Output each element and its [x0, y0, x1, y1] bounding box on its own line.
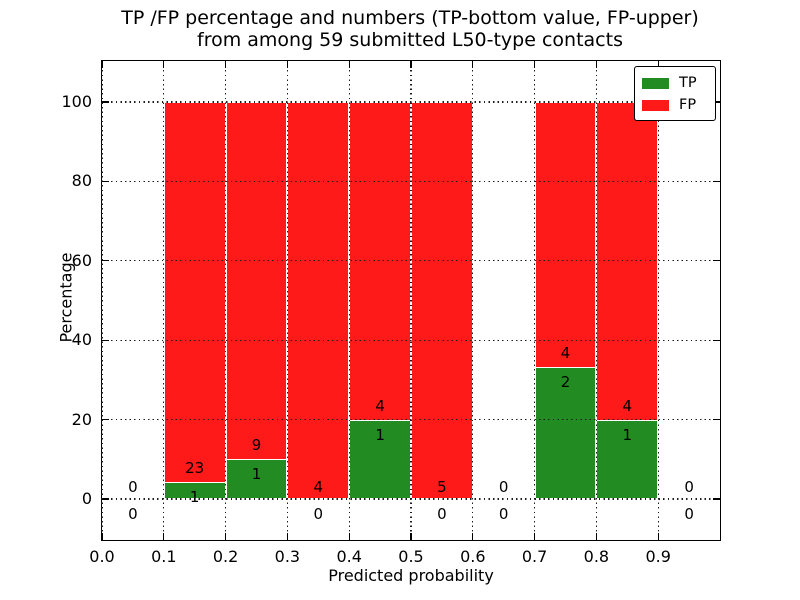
v-gridline-0.6: [472, 61, 474, 540]
tp-legend-swatch: [642, 77, 669, 89]
fp-bar-3: [287, 102, 350, 499]
tp-count-label-2: 1: [251, 465, 262, 484]
x-tick-top: [410, 61, 412, 68]
x-tick-label-0.9: 0.9: [645, 547, 671, 566]
x-tick-label-0.3: 0.3: [274, 547, 301, 566]
fp-count-label-1: 23: [185, 459, 205, 478]
y-tick-left: [102, 498, 109, 500]
fp-count-label-6: 0: [498, 478, 509, 496]
tp-count-label-6: 0: [498, 505, 509, 523]
fp-count-label-0: 0: [128, 478, 138, 496]
x-tick-label-0.4: 0.4: [336, 547, 362, 566]
fp-count-label-5: 5: [437, 478, 447, 496]
fp-bar-5: [411, 102, 473, 499]
x-tick-top: [657, 61, 659, 68]
fp-count-label-2: 9: [251, 436, 262, 455]
y-tick-right: [713, 180, 720, 182]
y-tick-right: [713, 339, 720, 341]
x-tick-bottom: [225, 533, 227, 540]
y-tick-right: [713, 419, 720, 421]
x-tick-top: [534, 61, 536, 68]
x-tick-label-0.5: 0.5: [398, 547, 424, 566]
plot-area: Percentage Predicted probability 0.0 0.1 0…: [57, 60, 721, 585]
x-tick-bottom: [410, 533, 412, 540]
x-tick-top: [225, 61, 227, 68]
x-tick-label-0.8: 0.8: [583, 547, 610, 566]
y-tick-label-60: 60: [71, 250, 92, 270]
x-tick-bottom: [534, 533, 536, 540]
x-tick-top: [595, 61, 597, 68]
v-gridline-0: [101, 61, 103, 540]
fp-count-label-3: 4: [313, 478, 324, 496]
fp-count-label-7: 4: [560, 343, 571, 362]
tp-count-label-9: 0: [684, 505, 694, 523]
v-gridline-0.4: [348, 61, 350, 540]
x-tick-bottom: [348, 533, 350, 540]
x-tick-top: [101, 61, 103, 68]
x-tick-top: [286, 61, 288, 68]
x-axis-label: Predicted probability: [328, 566, 494, 585]
y-tick-label-40: 40: [71, 330, 92, 350]
y-tick-right: [713, 101, 720, 103]
chart-title-line1: TP /FP percentage and numbers (TP-bottom…: [121, 7, 699, 29]
legend-item-tp: TP: [642, 72, 708, 94]
v-gridline-0.2: [224, 61, 227, 540]
fp-count-label-8: 4: [622, 396, 633, 415]
fp-count-label-9: 0: [684, 478, 694, 496]
tp-bar-2: [225, 459, 288, 499]
x-tick-label-0.7: 0.7: [521, 547, 548, 566]
y-tick-left: [102, 101, 109, 103]
y-tick-left: [102, 260, 109, 262]
chart-title: TP /FP percentage and numbers (TP-bottom…: [10, 7, 800, 51]
x-tick-top: [472, 61, 474, 68]
tp-count-label-7: 2: [560, 372, 571, 391]
legend-label-fp: FP: [679, 97, 697, 113]
v-gridline-0.8: [595, 61, 598, 540]
v-gridline-0.5: [410, 61, 412, 540]
x-tick-bottom: [657, 533, 659, 540]
tp-count-label-3: 0: [313, 505, 324, 523]
y-tick-label-100: 100: [61, 92, 92, 111]
x-tick-label-0.1: 0.1: [151, 547, 177, 566]
v-gridline-0.3: [286, 61, 289, 540]
y-tick-right: [713, 498, 720, 500]
y-tick-label-0: 0: [81, 489, 92, 508]
x-tick-label-0.0: 0.0: [89, 547, 115, 566]
fp-count-label-4: 4: [375, 396, 385, 415]
x-tick-label-0.6: 0.6: [460, 547, 486, 566]
v-gridline-0.7: [533, 61, 536, 540]
fp-bar-1: [163, 102, 226, 499]
x-tick-label-0.2: 0.2: [212, 547, 239, 566]
x-tick-bottom: [101, 533, 103, 540]
tp-count-label-1: 1: [189, 488, 200, 507]
tp-count-label-8: 1: [622, 425, 633, 444]
x-tick-bottom: [163, 533, 165, 540]
y-tick-left: [102, 180, 109, 182]
legend-label-tp: TP: [679, 75, 697, 91]
y-tick-label-80: 80: [71, 171, 92, 191]
x-tick-bottom: [595, 533, 597, 540]
v-gridline-0.9: [657, 61, 659, 540]
x-tick-bottom: [472, 533, 474, 540]
y-tick-right: [713, 260, 720, 262]
x-tick-bottom: [286, 533, 288, 540]
legend: TP FP: [634, 66, 716, 121]
y-tick-left: [102, 419, 109, 421]
x-tick-top: [348, 61, 350, 68]
y-tick-left: [102, 339, 109, 341]
chart-title-line2: from among 59 submitted L50-type contact…: [197, 29, 623, 51]
v-gridline-0.1: [163, 61, 165, 540]
tp-count-label-5: 0: [437, 505, 447, 523]
legend-item-fp: FP: [642, 94, 708, 116]
y-tick-label-20: 20: [71, 409, 92, 429]
fp-legend-swatch: [642, 99, 669, 111]
tp-count-label-4: 1: [375, 425, 385, 444]
tp-count-label-0: 0: [128, 505, 138, 523]
tp-bar-7: [534, 366, 597, 499]
x-tick-top: [163, 61, 165, 68]
